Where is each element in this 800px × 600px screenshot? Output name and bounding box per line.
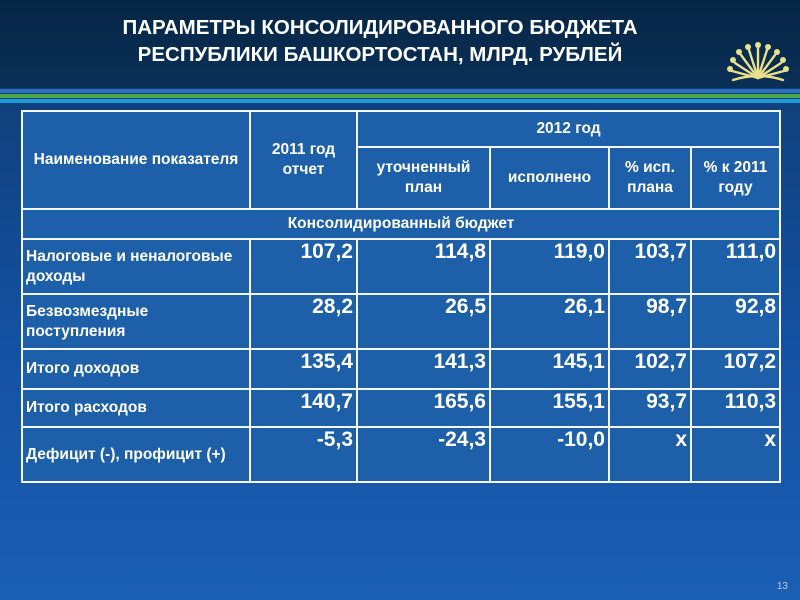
header-pct-2011: % к 2011 году xyxy=(689,146,782,210)
cell-2011: 140,7 xyxy=(249,388,358,428)
cell-plan: 165,6 xyxy=(356,388,491,428)
slide-header: ПАРАМЕТРЫ КОНСОЛИДИРОВАННОГО БЮДЖЕТА РЕС… xyxy=(0,0,800,88)
cell-pct-plan: 102,7 xyxy=(608,348,692,390)
cell-2011: -5,3 xyxy=(249,426,358,483)
title-line-1: ПАРАМЕТРЫ КОНСОЛИДИРОВАННОГО БЮДЖЕТА xyxy=(122,16,638,39)
header-refined-plan: уточненный план xyxy=(356,146,491,210)
header-pct-plan: % исп. плана xyxy=(608,146,692,210)
cell-pct-2011: 107,2 xyxy=(689,348,782,390)
cell-pct-plan: 103,7 xyxy=(608,238,692,295)
row-label: Итого доходов xyxy=(21,348,251,390)
header-stripes xyxy=(0,88,800,103)
cell-pct-2011: 110,3 xyxy=(689,388,782,428)
table-row: Итого расходов 140,7 165,6 155,1 93,7 11… xyxy=(21,388,782,428)
kurai-flower-emblem-icon xyxy=(727,42,789,82)
slide-title: ПАРАМЕТРЫ КОНСОЛИДИРОВАННОГО БЮДЖЕТА РЕС… xyxy=(40,14,720,68)
row-label: Дефицит (-), профицит (+) xyxy=(21,426,251,483)
table-row: Безвозмездные поступления 28,2 26,5 26,1… xyxy=(21,293,782,350)
cell-executed: 145,1 xyxy=(489,348,610,390)
cell-plan: 114,8 xyxy=(356,238,491,295)
cell-pct-plan: 98,7 xyxy=(608,293,692,350)
cell-2011: 28,2 xyxy=(249,293,358,350)
cell-pct-plan: 93,7 xyxy=(608,388,692,428)
section-consolidated-budget: Консолидированный бюджет xyxy=(20,208,782,240)
table-row: Итого доходов 135,4 141,3 145,1 102,7 10… xyxy=(21,348,782,390)
row-label: Итого расходов xyxy=(21,388,251,428)
cell-executed: -10,0 xyxy=(489,426,610,483)
cell-executed: 26,1 xyxy=(489,293,610,350)
cell-pct-plan: х xyxy=(608,426,692,483)
header-2011-report: 2011 год отчет xyxy=(249,110,358,210)
budget-table: Наименование показателя 2011 год отчет 2… xyxy=(20,110,782,483)
cell-pct-2011: 111,0 xyxy=(689,238,782,295)
cell-plan: -24,3 xyxy=(356,426,491,483)
title-line-2: РЕСПУБЛИКИ БАШКОРТОСТАН, МЛРД. РУБЛЕЙ xyxy=(137,43,623,66)
table-row: Налоговые и неналоговые доходы 107,2 114… xyxy=(21,238,782,295)
cell-executed: 155,1 xyxy=(489,388,610,428)
header-2012-group: 2012 год xyxy=(355,110,782,148)
cell-executed: 119,0 xyxy=(489,238,610,295)
page-number: 13 xyxy=(776,581,788,592)
cell-2011: 135,4 xyxy=(249,348,358,390)
cell-2011: 107,2 xyxy=(249,238,358,295)
row-label: Налоговые и неналоговые доходы xyxy=(21,238,251,295)
cell-plan: 26,5 xyxy=(356,293,491,350)
cell-pct-2011: 92,8 xyxy=(689,293,782,350)
cell-pct-2011: х xyxy=(689,426,782,483)
table-row: Дефицит (-), профицит (+) -5,3 -24,3 -10… xyxy=(21,426,782,483)
row-label: Безвозмездные поступления xyxy=(21,293,251,350)
header-executed: исполнено xyxy=(489,146,610,210)
cell-plan: 141,3 xyxy=(356,348,491,390)
header-indicator-name: Наименование показателя xyxy=(21,110,251,210)
